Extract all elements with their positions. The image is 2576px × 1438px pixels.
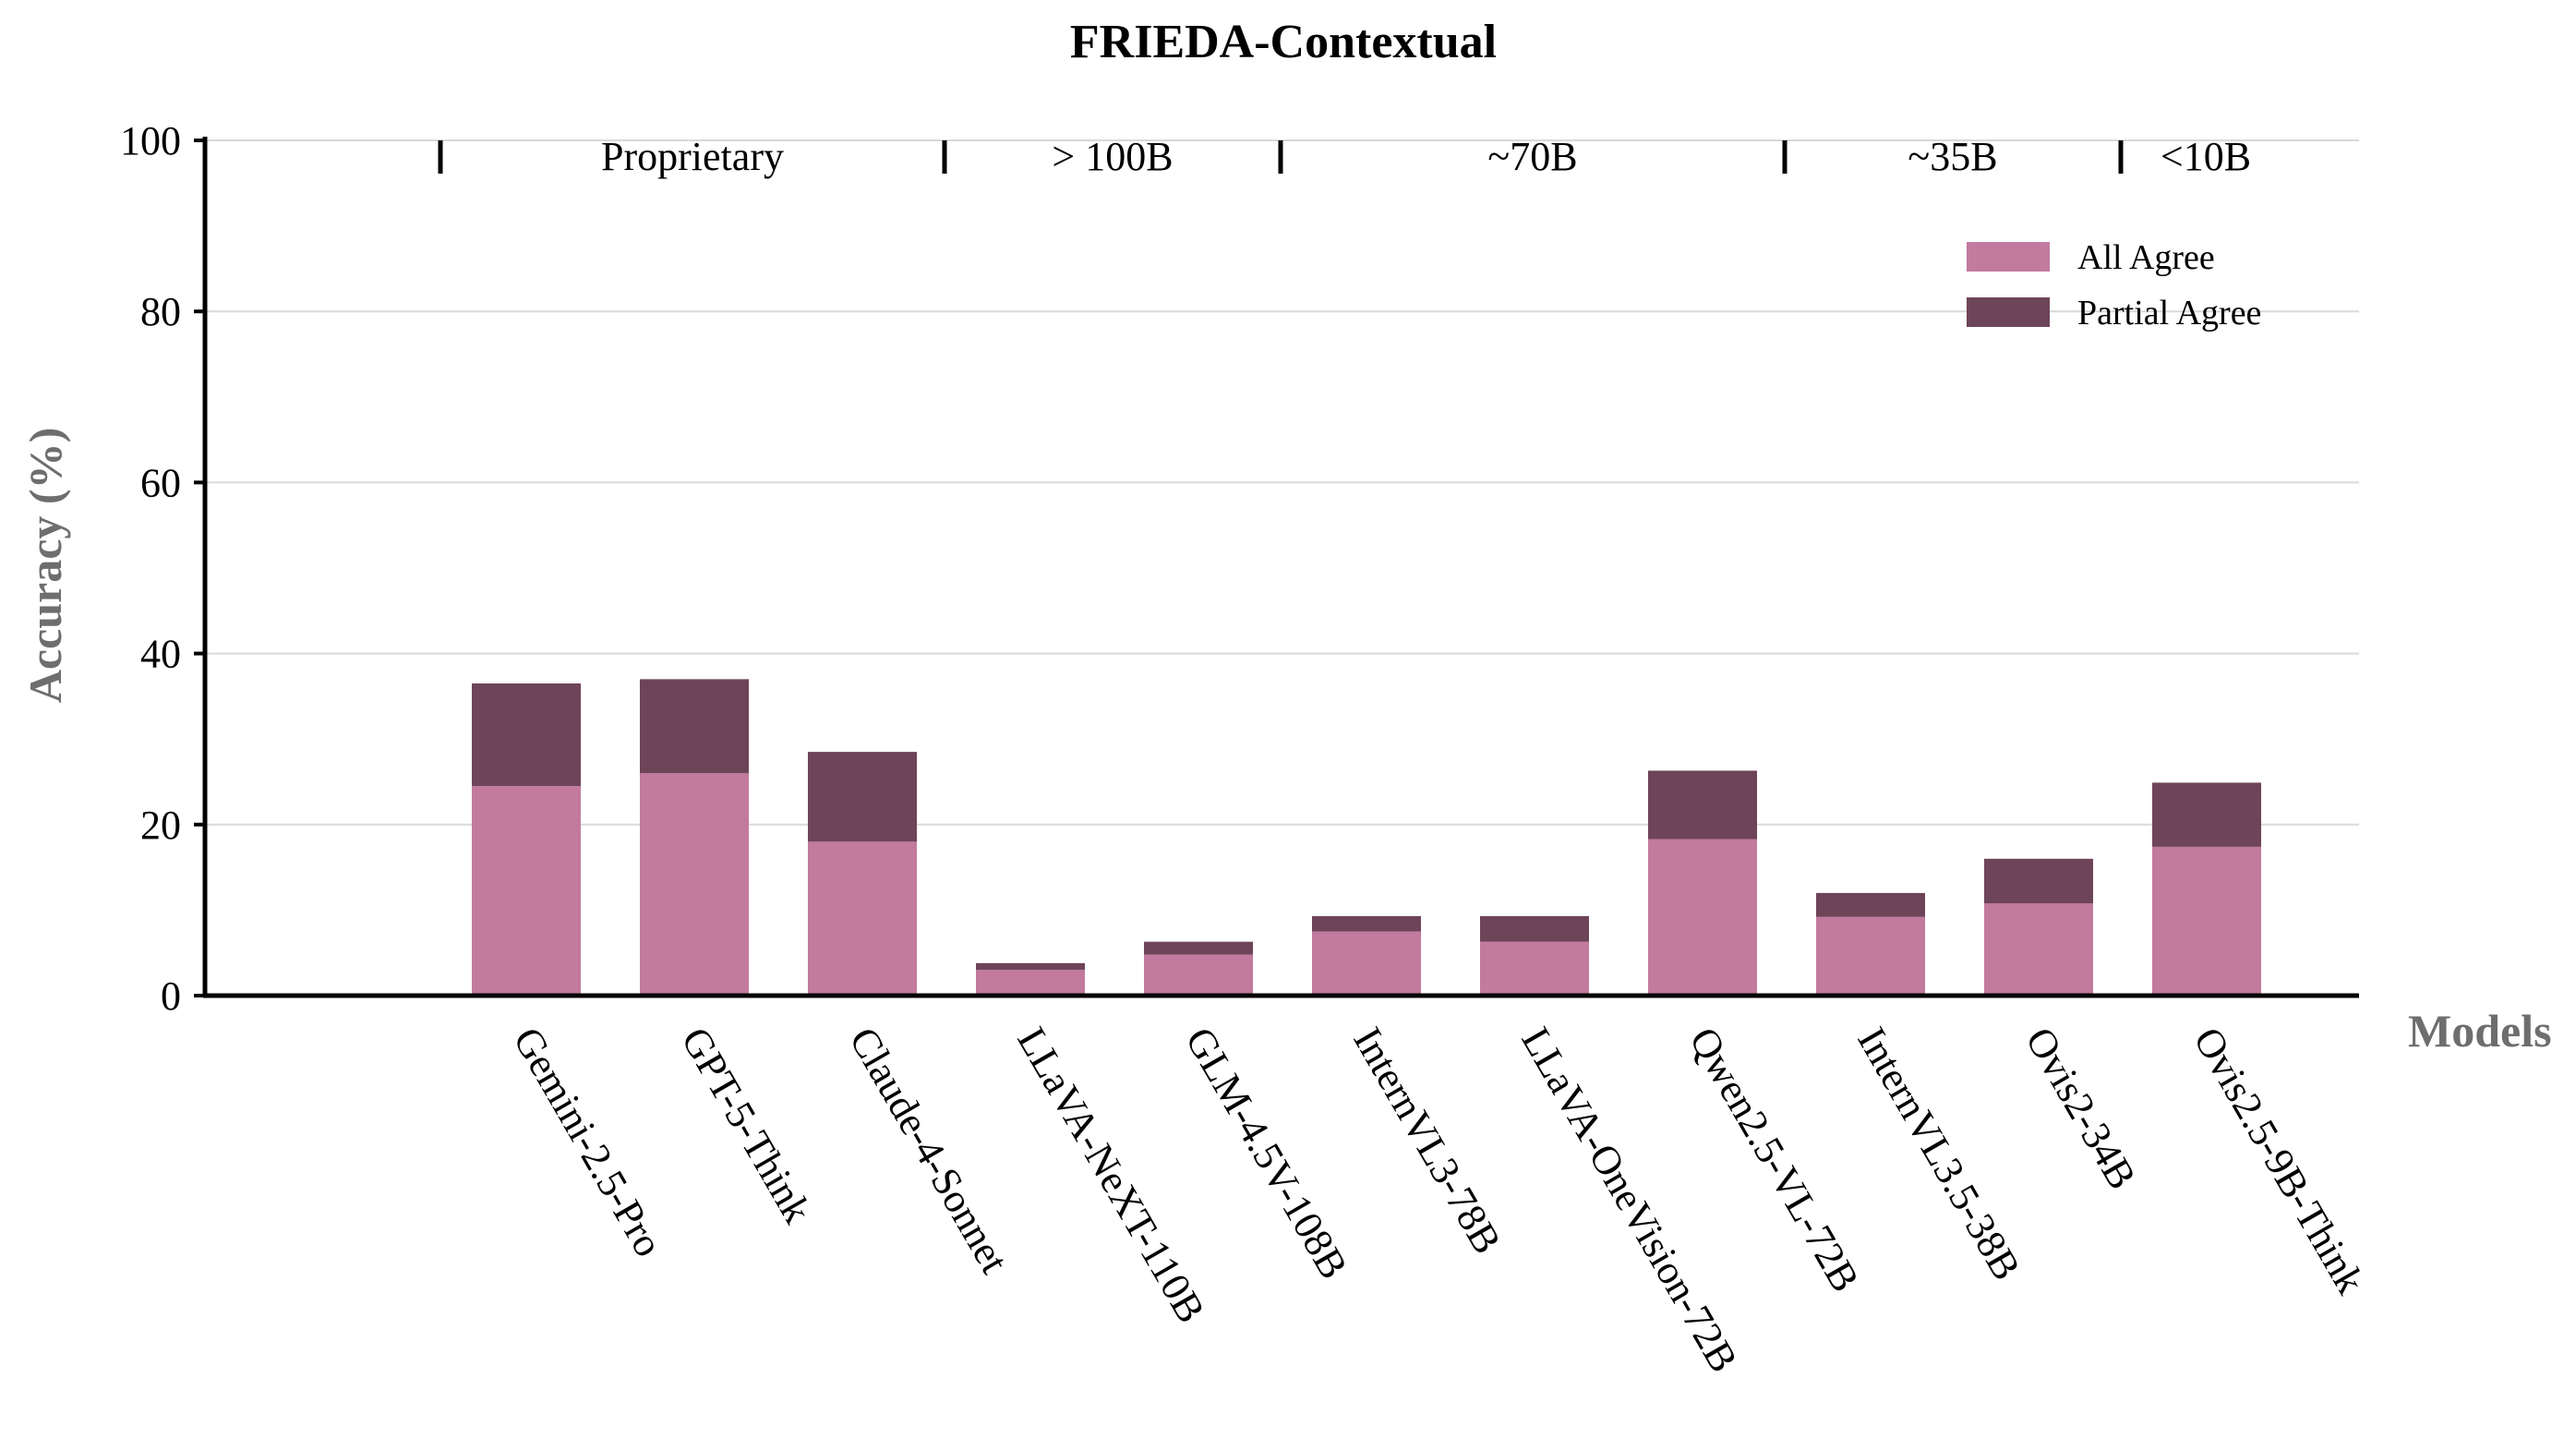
bar-all-agree-8 — [1816, 916, 1925, 996]
y-tick-label: 20 — [140, 803, 181, 848]
x-tick-label: InternVL3.5-38B — [1848, 1020, 2029, 1287]
bars — [472, 679, 2261, 996]
x-tick-label: Gemini-2.5-Pro — [504, 1020, 671, 1264]
bar-partial-agree-9 — [1984, 858, 2093, 903]
y-tick-label: 60 — [140, 460, 181, 505]
bar-partial-agree-3 — [976, 962, 1085, 971]
bar-partial-agree-4 — [1144, 941, 1253, 955]
group-label: <10B — [2161, 134, 2251, 179]
y-tick-label: 40 — [140, 632, 181, 677]
group-label: ~70B — [1487, 134, 1577, 179]
y-tick-label: 100 — [120, 118, 181, 163]
x-tick-label: GLM-4.5V-108B — [1176, 1020, 1356, 1287]
group-label: ~35B — [1908, 134, 1997, 179]
bar-partial-agree-6 — [1480, 915, 1589, 942]
bar-partial-agree-0 — [472, 683, 581, 787]
x-tick-label: Qwen2.5-VL-72B — [1680, 1020, 1868, 1299]
x-axis-title: Models — [2408, 1005, 2552, 1057]
x-tick-label: GPT-5-Think — [672, 1020, 820, 1230]
bar-all-agree-4 — [1144, 954, 1253, 996]
legend: All Agree Partial Agree — [1967, 238, 2261, 332]
legend-swatch — [1967, 297, 2050, 327]
group-label: Proprietary — [601, 134, 784, 179]
bar-all-agree-3 — [976, 970, 1085, 996]
y-tick-label: 80 — [140, 289, 181, 334]
chart-title: FRIEDA-Contextual — [1070, 16, 1497, 68]
x-tick-label: Ovis2.5-9B-Think — [2185, 1020, 2373, 1301]
bar-all-agree-7 — [1648, 839, 1757, 996]
bar-all-agree-2 — [808, 841, 917, 996]
bar-all-agree-1 — [640, 773, 749, 996]
bar-partial-agree-7 — [1648, 770, 1757, 840]
y-tick-label: 0 — [161, 973, 181, 1019]
group-separators: Proprietary > 100B ~70B ~35B <10B — [438, 134, 2251, 179]
bar-all-agree-9 — [1984, 902, 2093, 996]
y-axis-title: Accuracy (%) — [19, 428, 71, 704]
bar-partial-agree-8 — [1816, 892, 1925, 917]
bar-all-agree-5 — [1312, 931, 1421, 996]
bar-all-agree-0 — [472, 786, 581, 996]
bar-partial-agree-10 — [2152, 782, 2261, 847]
bar-partial-agree-2 — [808, 752, 917, 842]
x-tick-label: LLaVA-NeXT-110B — [1008, 1020, 1213, 1330]
bar-partial-agree-5 — [1312, 915, 1421, 932]
bar-partial-agree-1 — [640, 679, 749, 774]
legend-label: All Agree — [2077, 238, 2215, 277]
legend-label: Partial Agree — [2077, 294, 2261, 332]
bar-all-agree-10 — [2152, 846, 2261, 996]
legend-swatch — [1967, 242, 2050, 272]
x-tick-label: InternVL3-78B — [1344, 1020, 1510, 1262]
bar-all-agree-6 — [1480, 941, 1589, 996]
x-tick-label: Claude-4-Sonnet — [840, 1020, 1017, 1281]
group-label: > 100B — [1052, 134, 1173, 179]
x-tick-label: Ovis2-34B — [2016, 1020, 2145, 1197]
